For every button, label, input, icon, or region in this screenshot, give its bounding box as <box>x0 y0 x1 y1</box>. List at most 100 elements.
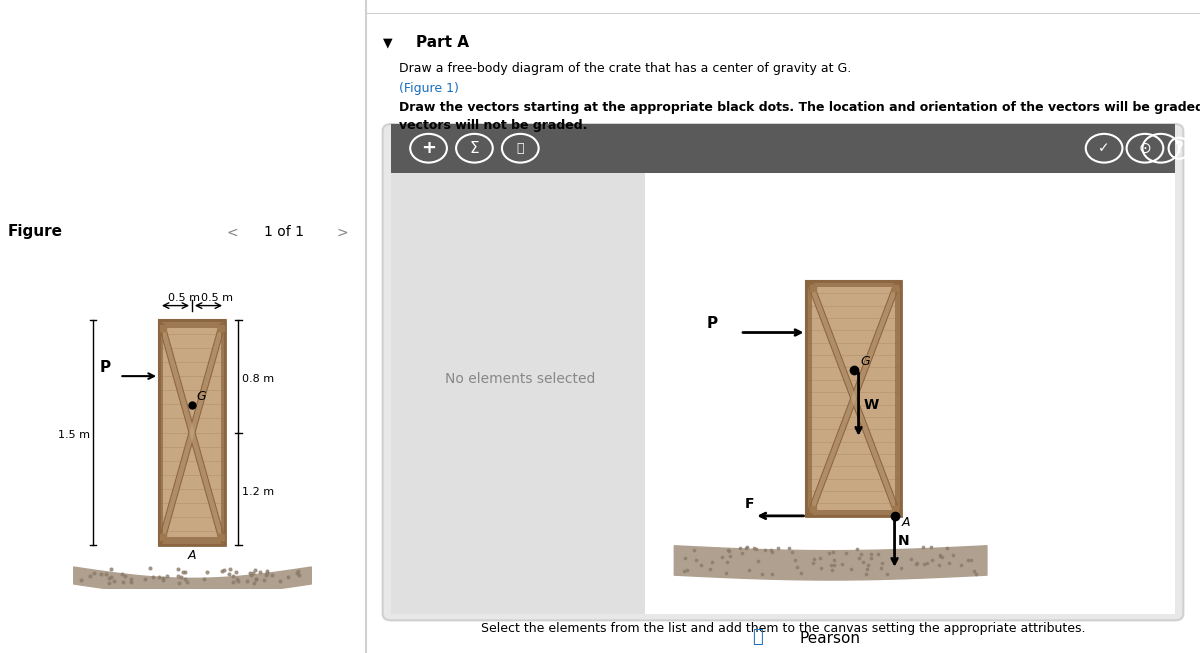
Point <box>803 558 822 568</box>
Point <box>96 569 115 579</box>
Point <box>730 543 749 553</box>
Point <box>877 569 896 580</box>
Point <box>785 555 804 565</box>
Text: (Figure 1): (Figure 1) <box>400 82 460 95</box>
Point <box>804 554 823 564</box>
Point <box>964 566 983 577</box>
Text: Figure: Figure <box>7 225 62 240</box>
Point <box>836 548 856 558</box>
Point <box>288 565 307 576</box>
Point <box>215 565 234 575</box>
Text: 1.2 m: 1.2 m <box>242 486 275 497</box>
Point <box>150 572 169 582</box>
Point <box>676 553 695 564</box>
Text: No elements selected: No elements selected <box>445 372 595 386</box>
Point <box>140 563 160 573</box>
Bar <box>391 124 1175 173</box>
Point <box>740 564 760 575</box>
Point <box>853 557 872 567</box>
Point <box>857 564 876 575</box>
Bar <box>646 173 1175 614</box>
Point <box>930 551 949 562</box>
Point <box>121 574 140 584</box>
Point <box>862 549 881 559</box>
Point <box>792 567 811 578</box>
Point <box>169 571 188 581</box>
Point <box>702 557 721 567</box>
Text: 1.5 m: 1.5 m <box>58 430 90 440</box>
Text: A: A <box>901 516 910 529</box>
Point <box>172 571 191 582</box>
Point <box>937 543 956 554</box>
Point <box>677 565 696 575</box>
Text: Σ: Σ <box>469 141 479 155</box>
Point <box>824 560 844 570</box>
Text: Select the elements from the list and add them to the canvas setting the appropr: Select the elements from the list and ad… <box>481 622 1085 635</box>
Point <box>913 541 932 552</box>
Point <box>251 567 270 577</box>
Bar <box>806 510 901 516</box>
Text: P: P <box>100 360 110 375</box>
Point <box>732 548 751 558</box>
Point <box>102 571 121 582</box>
Point <box>143 571 162 582</box>
Point <box>719 547 738 557</box>
Bar <box>158 320 163 545</box>
Point <box>871 562 890 573</box>
FancyBboxPatch shape <box>383 124 1183 620</box>
Point <box>823 564 842 575</box>
Text: ⓟ: ⓟ <box>752 628 763 646</box>
Text: Part A: Part A <box>416 35 469 50</box>
Text: A: A <box>187 549 197 562</box>
Point <box>98 578 118 588</box>
Point <box>868 549 887 560</box>
Point <box>244 568 263 579</box>
Text: G: G <box>196 390 205 403</box>
Point <box>72 575 91 586</box>
Point <box>923 555 942 565</box>
Point <box>918 558 937 568</box>
Bar <box>221 320 226 545</box>
Point <box>872 557 892 567</box>
Point <box>686 554 706 565</box>
Bar <box>158 320 226 545</box>
Bar <box>806 281 901 287</box>
Point <box>168 564 187 575</box>
Bar <box>806 281 901 516</box>
Point <box>80 571 100 582</box>
Text: Draw the vectors starting at the appropriate black dots. The location and orient: Draw the vectors starting at the appropr… <box>400 101 1200 114</box>
Point <box>684 545 703 555</box>
Point <box>701 564 720 574</box>
Point <box>198 567 217 577</box>
Point <box>940 558 959 569</box>
Bar <box>158 320 226 545</box>
Point <box>241 569 260 580</box>
Point <box>114 577 133 587</box>
Point <box>752 569 772 579</box>
Point <box>289 569 308 580</box>
Point <box>922 542 941 552</box>
Point <box>746 543 766 554</box>
Point <box>892 563 911 573</box>
Point <box>194 574 214 584</box>
Point <box>271 576 290 586</box>
Point <box>278 572 298 582</box>
Bar <box>158 537 226 545</box>
Text: vectors will not be graded.: vectors will not be graded. <box>400 119 588 132</box>
Point <box>906 559 925 569</box>
Point <box>154 575 173 585</box>
Point <box>212 566 232 577</box>
Point <box>780 543 799 553</box>
Point <box>154 572 173 582</box>
Point <box>176 577 196 587</box>
Bar <box>806 281 812 516</box>
Point <box>833 559 852 569</box>
Text: ▼: ▼ <box>383 36 392 49</box>
Point <box>220 569 239 580</box>
Point <box>228 575 247 586</box>
Point <box>113 569 132 579</box>
Point <box>713 552 732 562</box>
Text: Draw a free-body diagram of the crate that has a center of gravity at G.: Draw a free-body diagram of the crate th… <box>400 62 852 75</box>
Point <box>721 550 740 561</box>
Point <box>847 544 866 554</box>
